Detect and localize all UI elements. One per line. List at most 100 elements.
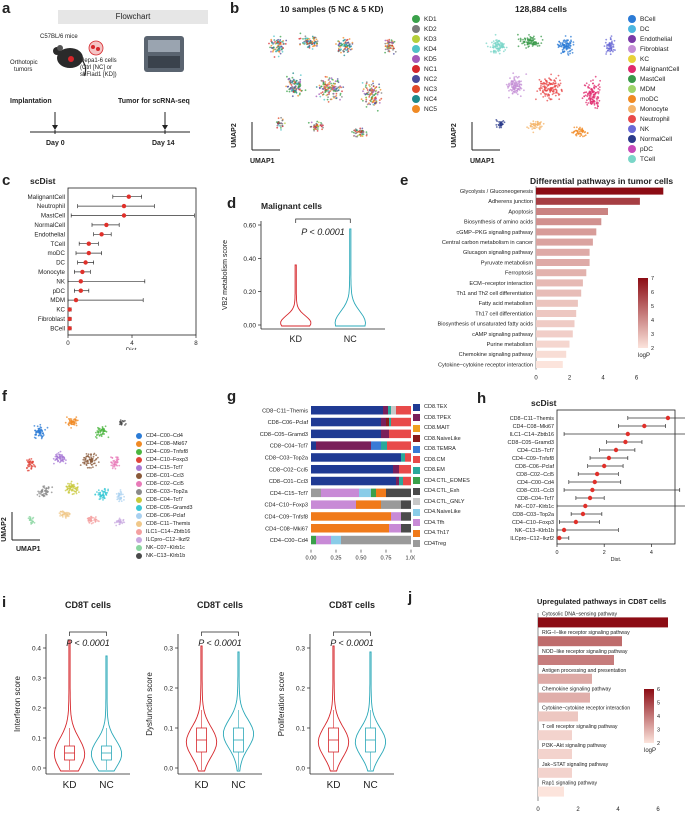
pathway-label: Glycolysis / Gluconeogenesis	[460, 189, 533, 195]
stacked-segment	[311, 417, 381, 427]
group-label: NC	[363, 780, 377, 791]
legend-swatch	[628, 25, 636, 33]
legend-swatch	[628, 85, 636, 93]
legend-label: Neutrophil	[640, 115, 670, 123]
stacked-segment	[371, 441, 381, 450]
legend-label: CD8.EM	[424, 467, 445, 474]
celltype-legend-item: pDC	[628, 144, 679, 154]
legend-swatch	[412, 75, 420, 83]
significance-bracket	[295, 218, 351, 223]
category-label: moDC	[47, 250, 65, 257]
y-tick-label: 0.2	[164, 686, 173, 693]
state-legend-item: CD4.Tfh	[413, 518, 470, 529]
point-estimate	[587, 495, 593, 501]
point-estimate	[121, 203, 127, 209]
violin-d-chart: 0.00 0.20 0.40 0.60 VB2 metabolism score KD NC…	[222, 218, 385, 344]
group-label: KD	[63, 780, 77, 791]
legend-label: MDM	[640, 85, 656, 93]
point-estimate	[561, 527, 567, 533]
legend-swatch	[413, 466, 420, 474]
cluster-legend-item: CD4−C00−Cd4	[136, 432, 192, 440]
panel-label-h: h	[477, 390, 487, 407]
legend-label: pDC	[640, 145, 654, 153]
state-legend-item: CD8.CM	[413, 455, 470, 466]
state-legend-item: CD8.MAIT	[413, 423, 470, 434]
y-tick-label: 0.0	[296, 766, 305, 773]
panel-c: c scDist MalignantCell Neutrophil MastCell…	[0, 170, 215, 350]
stacked-segment	[381, 441, 387, 450]
legend-swatch	[136, 521, 142, 527]
legend-swatch	[628, 115, 636, 123]
legend-swatch	[412, 85, 420, 93]
legend-label: CD8−C02−Ccl5	[146, 481, 184, 487]
umap-cluster	[64, 416, 79, 429]
pathway-label: Jak−STAT signaling pathway	[542, 762, 609, 768]
legend-label: CD8−C11−Themis	[146, 521, 191, 527]
state-legend-item: CD4.CTL_EOMES	[413, 476, 470, 487]
significance-bracket	[69, 631, 107, 636]
umap-cluster	[526, 120, 545, 134]
panel-j: j Upregulated pathways in CD8T cells 0 2 4…	[400, 585, 685, 819]
legend-swatch	[412, 55, 420, 63]
x-tick-label: 6	[635, 376, 639, 382]
pathway-label: ECM−receptor interaction	[469, 281, 533, 287]
proliferation-violin-chart: CD8T cells 0.0 0.1 0.2 0.3 Proliferation scor…	[277, 600, 394, 791]
umap-cluster	[535, 73, 563, 102]
stacked-segment	[388, 406, 391, 415]
umap1-axis-label-b2: UMAP1	[470, 158, 495, 165]
group-label: NC	[344, 334, 357, 344]
cluster-legend-item: CD8−C11−Themis	[136, 520, 192, 528]
stacked-segment	[389, 417, 391, 427]
pathway-bar	[538, 711, 578, 722]
pathway-label: Th1 and Th2 cell differentiation	[456, 291, 533, 297]
umap-cluster	[335, 36, 354, 57]
y-tick-label: 0.20	[243, 289, 256, 296]
umap-cluster	[86, 515, 100, 525]
category-label: DC	[56, 260, 65, 267]
mouse-icon	[53, 45, 87, 77]
cells-icon	[88, 40, 104, 56]
pathway-label: T cell receptor signaling pathway	[542, 724, 618, 730]
legend-swatch	[136, 473, 142, 479]
violin	[354, 651, 387, 772]
pathway-label: PI3K−Akt signaling pathway	[542, 743, 607, 749]
legend-label: KD3	[424, 35, 437, 43]
legend-swatch	[413, 477, 420, 485]
umap-cluster	[52, 450, 67, 465]
x-tick-label: 0.75	[381, 556, 392, 562]
pathway-label: Th17 cell differentiation	[475, 311, 533, 317]
legend-swatch	[628, 45, 636, 53]
legend-tick-label: 4	[657, 714, 660, 720]
stacked-segment	[401, 524, 411, 533]
legend-swatch	[136, 537, 142, 543]
panel-a: a Flowchart C57BL/6 mice Orthotopic tumo…	[0, 0, 230, 170]
legend-swatch	[412, 35, 420, 43]
legend-swatch	[628, 35, 636, 43]
legend-swatch	[413, 540, 420, 548]
legend-label: KD5	[424, 55, 437, 63]
legend-tick-label: 5	[651, 304, 654, 310]
category-label: NK−C13−Klrb1b	[515, 528, 554, 534]
panel-b: b 10 samples (5 NC & 5 KD) 128,884 cells…	[230, 0, 685, 170]
logp-color-legend	[644, 689, 654, 743]
legend-label: NC3	[424, 85, 438, 93]
stacked-segment	[401, 453, 405, 462]
panel-label-c: c	[2, 172, 11, 189]
point-estimate	[594, 471, 600, 477]
legend-swatch	[628, 125, 636, 133]
violin	[90, 655, 123, 772]
pathway-label: Ferroptosis	[505, 271, 533, 277]
panel-label-g: g	[227, 388, 237, 405]
stacked-segment	[386, 417, 389, 427]
y-axis-label: Dysfunction score	[145, 672, 154, 736]
umap-cluster	[360, 80, 383, 112]
legend-label: NK−C07−Klrb1c	[146, 545, 185, 551]
pathway-label: Biosynthesis of unsaturated fatty acids	[438, 322, 534, 328]
state-legend-item: CD4.Th17	[413, 528, 470, 539]
pathway-bar	[538, 617, 668, 628]
stacked-segment	[403, 476, 411, 486]
celltype-legend-item: DC	[628, 24, 679, 34]
cluster-label: CD4−C08−Mki67	[265, 526, 308, 532]
x-tick-label: 0	[536, 807, 540, 813]
violin-title: CD8T cells	[329, 600, 375, 610]
